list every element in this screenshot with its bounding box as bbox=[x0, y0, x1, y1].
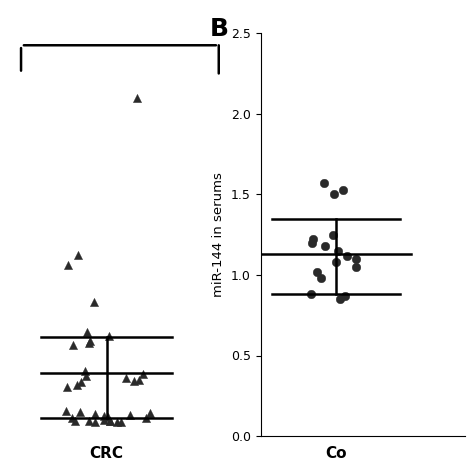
Point bbox=[106, 418, 114, 425]
Point bbox=[135, 376, 143, 383]
Point bbox=[85, 418, 93, 425]
Point bbox=[118, 418, 125, 426]
Point bbox=[69, 342, 76, 349]
Point bbox=[317, 274, 325, 282]
Point bbox=[139, 370, 147, 378]
Point bbox=[81, 367, 89, 375]
Point bbox=[130, 377, 137, 384]
Point bbox=[308, 239, 315, 246]
Y-axis label: miR-144 in serums: miR-144 in serums bbox=[212, 172, 226, 297]
Point bbox=[91, 410, 99, 418]
Point bbox=[308, 291, 315, 298]
Point bbox=[77, 379, 85, 386]
Point bbox=[82, 372, 90, 380]
Point bbox=[341, 292, 349, 300]
Point bbox=[126, 411, 133, 419]
Point bbox=[142, 414, 149, 421]
Point bbox=[343, 252, 350, 259]
Point bbox=[340, 186, 347, 193]
Point bbox=[106, 332, 113, 340]
Point bbox=[63, 407, 70, 415]
Point bbox=[330, 191, 337, 198]
Point bbox=[352, 255, 360, 263]
Point bbox=[100, 417, 108, 424]
Point bbox=[146, 409, 154, 417]
Point bbox=[337, 295, 344, 303]
Point bbox=[91, 418, 99, 426]
Point bbox=[100, 412, 108, 419]
Point bbox=[86, 337, 93, 345]
Point bbox=[309, 236, 317, 243]
Point bbox=[114, 418, 121, 426]
Point bbox=[104, 413, 111, 420]
Point bbox=[335, 247, 342, 255]
Point bbox=[83, 328, 91, 336]
Text: B: B bbox=[210, 17, 229, 41]
Point bbox=[122, 374, 129, 382]
Point bbox=[134, 94, 141, 102]
Point bbox=[313, 268, 320, 275]
Point bbox=[75, 252, 82, 259]
Point bbox=[333, 258, 340, 266]
Point bbox=[106, 417, 114, 425]
Point bbox=[76, 408, 84, 416]
Point bbox=[321, 242, 329, 250]
Point bbox=[69, 415, 76, 422]
Point bbox=[329, 231, 337, 238]
Point bbox=[352, 263, 360, 271]
Point bbox=[63, 383, 71, 391]
Point bbox=[86, 340, 93, 347]
Point bbox=[72, 417, 79, 425]
Point bbox=[64, 261, 71, 269]
Point bbox=[91, 298, 98, 306]
Point bbox=[320, 179, 328, 187]
Point bbox=[73, 382, 81, 389]
